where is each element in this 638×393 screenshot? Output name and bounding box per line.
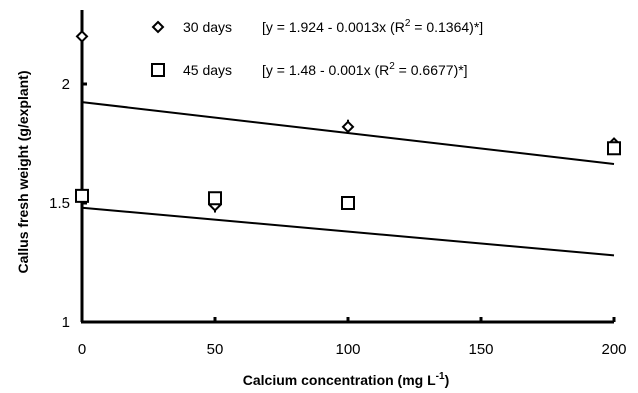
y-tick-label: 2 xyxy=(62,76,70,93)
trend-line-45-days xyxy=(81,206,615,257)
x-tick-label: 50 xyxy=(207,341,224,358)
data-point-45-days xyxy=(75,188,89,203)
y-tick-label: 1 xyxy=(62,314,70,331)
data-point-30-days xyxy=(75,29,89,43)
data-point-45-days xyxy=(208,191,222,206)
plot-area: 1 1.5 2 0 50 100 150 200 xyxy=(49,10,627,358)
x-axis-title: Calcium concentration (mg L-1) xyxy=(243,371,450,388)
legend: 30 days [y = 1.924 - 0.0013x (R2 = 0.1364… xyxy=(151,18,483,78)
legend-marker-45-days xyxy=(151,63,165,77)
legend-marker-30-days xyxy=(151,20,165,34)
x-tick-label: 100 xyxy=(335,341,360,358)
y-tick-label: 1.5 xyxy=(49,195,70,212)
legend-equation-45-days: [y = 1.48 - 0.001x (R2 = 0.6677)*] xyxy=(262,61,468,78)
data-point-45-days xyxy=(341,196,355,210)
legend-label-30-days: 30 days xyxy=(183,19,232,35)
x-tick-label: 150 xyxy=(468,341,493,358)
x-tick-label: 0 xyxy=(78,341,86,358)
data-point-45-days xyxy=(607,141,621,156)
legend-equation-30-days: [y = 1.924 - 0.0013x (R2 = 0.1364)*] xyxy=(262,18,483,35)
data-point-30-days xyxy=(341,120,355,134)
y-axis-title: Callus fresh weight (g/explant) xyxy=(15,70,31,273)
legend-label-45-days: 45 days xyxy=(183,62,232,78)
x-tick-label: 200 xyxy=(601,341,626,358)
